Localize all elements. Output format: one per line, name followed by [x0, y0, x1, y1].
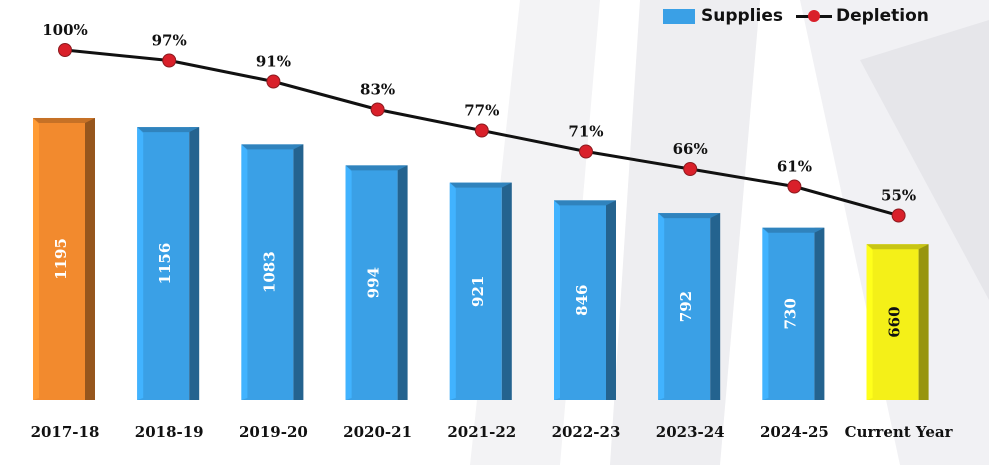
legend-label-supplies: Supplies: [701, 6, 783, 26]
x-tick-label: 2018-19: [135, 423, 204, 441]
x-tick-label: 2019-20: [239, 423, 308, 441]
depletion-point: [370, 102, 385, 117]
depletion-point: [891, 208, 906, 223]
x-axis-labels: 2017-18 2018-19 2019-20 2020-21 2021-22 2022-…: [31, 423, 954, 441]
depletion-value-label: 83%: [360, 81, 395, 99]
legend-label-depletion: Depletion: [836, 6, 929, 26]
bar-value-label: 792: [677, 291, 695, 322]
depletion-value-label: 61%: [777, 158, 812, 176]
bar-value-label: 994: [365, 267, 383, 298]
bar-value-label: 1156: [156, 243, 174, 285]
depletion-line-layer: 100% 97% 91% 83% 77% 71% 66% 61% 55%: [42, 21, 916, 223]
bar-value-label: 660: [886, 306, 904, 337]
x-tick-label: 2017-18: [31, 423, 100, 441]
depletion-point: [474, 123, 489, 138]
bar-2024-25: [762, 227, 825, 400]
x-tick-label: Current Year: [845, 423, 954, 441]
bar-value-label: 1195: [52, 238, 70, 280]
bar-value-label: 730: [781, 298, 799, 329]
depletion-point: [683, 162, 698, 176]
x-tick-label: 2020-21: [343, 423, 412, 441]
depletion-point: [58, 43, 72, 57]
x-tick-label: 2022-23: [552, 423, 621, 441]
depletion-value-label: 100%: [42, 21, 88, 39]
depletion-value-label: 71%: [568, 123, 603, 141]
bar-2020-21: [345, 165, 408, 400]
bar-value-label: 921: [469, 276, 487, 307]
bars-layer: 1195 1156 1083 994 921 846 792 730 660: [33, 117, 929, 401]
depletion-point: [579, 144, 593, 159]
depletion-value-label: 97%: [152, 32, 187, 50]
x-tick-label: 2021-22: [447, 423, 516, 441]
legend-item-depletion: Depletion: [796, 6, 929, 26]
bar-2017-18: [33, 117, 95, 400]
bar-2022-23: [554, 200, 616, 400]
bar-value-label: 1083: [260, 251, 278, 293]
legend-item-supplies: Supplies: [663, 6, 783, 26]
bar-2018-19: [137, 127, 200, 401]
bar-value-label: 846: [573, 285, 591, 316]
depletion-point: [162, 53, 177, 68]
depletion-value-label: 77%: [464, 102, 499, 120]
depletion-point: [266, 74, 281, 89]
bar-2023-24: [658, 213, 721, 400]
depletion-value-label: 55%: [881, 187, 916, 205]
depletion-value-label: 66%: [673, 140, 708, 158]
legend-swatch-supplies: [663, 8, 695, 24]
bar-current-year: [866, 244, 929, 400]
x-tick-label: 2024-25: [760, 423, 829, 441]
depletion-point: [787, 179, 802, 194]
x-tick-label: 2023-24: [656, 423, 725, 441]
depletion-value-label: 91%: [256, 53, 291, 71]
bar-2019-20: [241, 144, 304, 400]
legend-swatch-depletion: [796, 8, 832, 24]
bar-2021-22: [449, 182, 512, 400]
